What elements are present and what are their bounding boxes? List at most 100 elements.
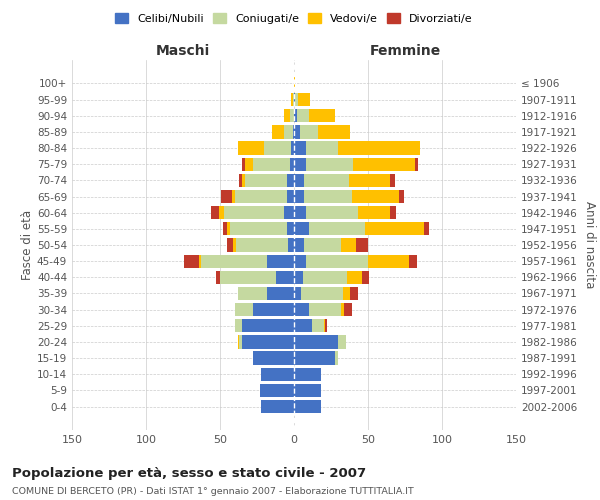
Y-axis label: Anni di nascita: Anni di nascita	[583, 202, 596, 288]
Bar	[232, 190, 235, 203]
Bar	[294, 222, 309, 235]
Bar	[341, 303, 344, 316]
Text: Popolazione per età, sesso e stato civile - 2007: Popolazione per età, sesso e stato civil…	[12, 468, 366, 480]
Bar	[287, 222, 294, 235]
Bar	[343, 287, 350, 300]
Bar	[276, 270, 294, 284]
Bar	[220, 270, 276, 284]
Bar	[227, 238, 233, 252]
Bar	[262, 400, 294, 413]
Bar	[350, 287, 358, 300]
Bar	[297, 109, 309, 122]
Bar	[236, 238, 288, 252]
Bar	[294, 174, 304, 187]
Bar	[358, 206, 390, 220]
Bar	[415, 158, 418, 171]
Bar	[309, 222, 365, 235]
Bar	[290, 158, 294, 171]
Bar	[323, 319, 325, 332]
Bar	[293, 126, 294, 138]
Bar	[294, 319, 312, 332]
Bar	[338, 336, 346, 348]
Bar	[284, 126, 293, 138]
Bar	[242, 158, 245, 171]
Bar	[294, 352, 335, 364]
Bar	[312, 319, 323, 332]
Bar	[304, 238, 341, 252]
Bar	[294, 93, 295, 106]
Text: COMUNE DI BERCETO (PR) - Dati ISTAT 1° gennaio 2007 - Elaborazione TUTTITALIA.IT: COMUNE DI BERCETO (PR) - Dati ISTAT 1° g…	[12, 488, 414, 496]
Bar	[341, 238, 356, 252]
Legend: Celibi/Nubili, Coniugati/e, Vedovi/e, Divorziati/e: Celibi/Nubili, Coniugati/e, Vedovi/e, Di…	[112, 10, 476, 28]
Bar	[294, 238, 304, 252]
Bar	[284, 109, 290, 122]
Bar	[245, 174, 287, 187]
Y-axis label: Fasce di età: Fasce di età	[21, 210, 34, 280]
Bar	[239, 336, 242, 348]
Bar	[309, 303, 341, 316]
Bar	[295, 93, 298, 106]
Bar	[290, 109, 294, 122]
Bar	[201, 254, 268, 268]
Bar	[362, 270, 370, 284]
Bar	[390, 174, 395, 187]
Bar	[294, 190, 304, 203]
Bar	[238, 287, 268, 300]
Bar	[294, 270, 303, 284]
Bar	[272, 126, 284, 138]
Bar	[352, 190, 399, 203]
Bar	[306, 142, 338, 154]
Bar	[291, 93, 293, 106]
Bar	[253, 158, 290, 171]
Bar	[294, 142, 306, 154]
Bar	[235, 303, 253, 316]
Bar	[227, 222, 230, 235]
Bar	[262, 368, 294, 381]
Text: Femmine: Femmine	[370, 44, 440, 58]
Bar	[335, 352, 338, 364]
Bar	[218, 206, 224, 220]
Bar	[294, 254, 306, 268]
Bar	[347, 270, 362, 284]
Bar	[365, 222, 424, 235]
Bar	[233, 238, 236, 252]
Bar	[238, 336, 239, 348]
Bar	[238, 142, 265, 154]
Bar	[184, 254, 199, 268]
Bar	[265, 142, 291, 154]
Bar	[399, 190, 404, 203]
Bar	[424, 222, 428, 235]
Bar	[298, 93, 310, 106]
Bar	[317, 126, 350, 138]
Bar	[287, 190, 294, 203]
Bar	[284, 206, 294, 220]
Bar	[409, 254, 417, 268]
Bar	[368, 254, 409, 268]
Bar	[235, 190, 287, 203]
Bar	[294, 400, 320, 413]
Bar	[223, 222, 227, 235]
Bar	[294, 158, 306, 171]
Bar	[294, 126, 300, 138]
Bar	[344, 303, 352, 316]
Bar	[199, 254, 201, 268]
Bar	[338, 142, 420, 154]
Bar	[288, 238, 294, 252]
Bar	[294, 384, 320, 397]
Bar	[221, 190, 232, 203]
Bar	[260, 384, 294, 397]
Bar	[294, 303, 309, 316]
Bar	[353, 158, 415, 171]
Bar	[301, 287, 343, 300]
Bar	[242, 319, 294, 332]
Bar	[253, 352, 294, 364]
Bar	[300, 126, 317, 138]
Bar	[304, 174, 349, 187]
Bar	[230, 222, 287, 235]
Bar	[294, 109, 297, 122]
Bar	[306, 158, 353, 171]
Bar	[242, 174, 245, 187]
Bar	[224, 206, 284, 220]
Bar	[309, 109, 335, 122]
Bar	[293, 93, 294, 106]
